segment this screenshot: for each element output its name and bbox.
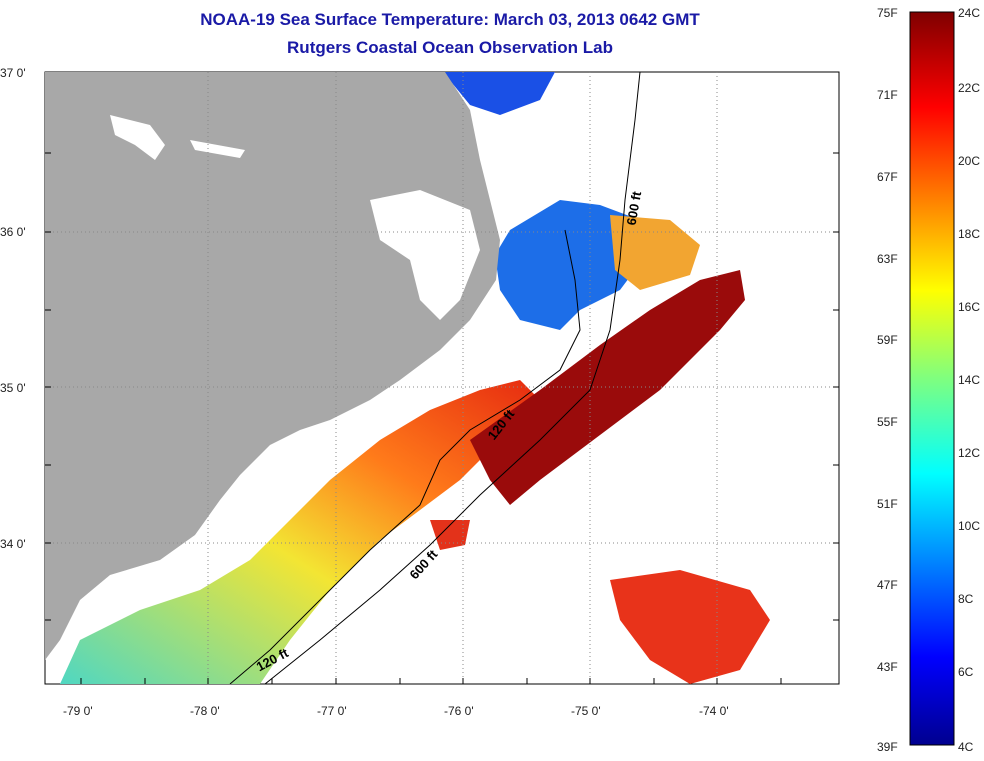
lon-label-75: -75 0' xyxy=(571,704,601,718)
lon-label-74: -74 0' xyxy=(699,704,729,718)
lon-label-79: -79 0' xyxy=(63,704,93,718)
colorbar-f-63: 63F xyxy=(877,252,898,266)
lat-label-34: 34 0' xyxy=(0,537,26,551)
warm-water-east xyxy=(610,215,700,290)
colorbar-c-18: 18C xyxy=(958,227,981,241)
contour-120ft xyxy=(229,229,581,684)
contour-600ft xyxy=(264,72,641,684)
lat-label-35: 35 0' xyxy=(0,381,26,395)
colorbar-c-10: 10C xyxy=(958,519,981,533)
colorbar-c-22: 22C xyxy=(958,81,981,95)
colorbar-c-12: 12C xyxy=(958,446,981,460)
colorbar-c-20: 20C xyxy=(958,154,981,168)
colorbar-f-71: 71F xyxy=(877,88,898,102)
frame-ticks xyxy=(45,152,839,684)
cold-water-north xyxy=(443,72,555,115)
shelf-water-south xyxy=(60,380,540,684)
colorbar-c-8: 8C xyxy=(958,592,974,606)
land-inlet-2 xyxy=(190,140,245,158)
lon-label-77: -77 0' xyxy=(317,704,347,718)
colorbar-c-24: 24C xyxy=(958,6,981,20)
map-title: NOAA-19 Sea Surface Temperature: March 0… xyxy=(200,10,700,29)
warm-eddy-south xyxy=(610,570,770,684)
colorbar-c-16: 16C xyxy=(958,300,981,314)
colorbar-f-51: 51F xyxy=(877,497,898,511)
contour-label-600-top: 600 ft xyxy=(624,190,645,227)
colorbar-f-55: 55F xyxy=(877,415,898,429)
warm-patch-mid xyxy=(430,520,470,550)
lon-label-76: -76 0' xyxy=(444,704,474,718)
lat-label-36: 36 0' xyxy=(0,225,26,239)
colorbar-f-59: 59F xyxy=(877,333,898,347)
colorbar-f-43: 43F xyxy=(877,660,898,674)
colorbar-c-14: 14C xyxy=(958,373,981,387)
land-inlet-1 xyxy=(110,115,165,160)
colorbar xyxy=(909,11,955,746)
lon-label-78: -78 0' xyxy=(190,704,220,718)
colorbar-f-47: 47F xyxy=(877,578,898,592)
lat-label-37: 37 0' xyxy=(0,66,26,80)
colorbar-f-75: 75F xyxy=(877,6,898,20)
gulf-stream xyxy=(470,270,745,505)
colorbar-f-67: 67F xyxy=(877,170,898,184)
map-subtitle: Rutgers Coastal Ocean Observation Lab xyxy=(287,38,613,57)
colorbar-f-39: 39F xyxy=(877,740,898,754)
sound-water xyxy=(370,190,480,320)
graticule xyxy=(45,72,839,684)
colorbar-c-4: 4C xyxy=(958,740,974,754)
colorbar-c-6: 6C xyxy=(958,665,974,679)
